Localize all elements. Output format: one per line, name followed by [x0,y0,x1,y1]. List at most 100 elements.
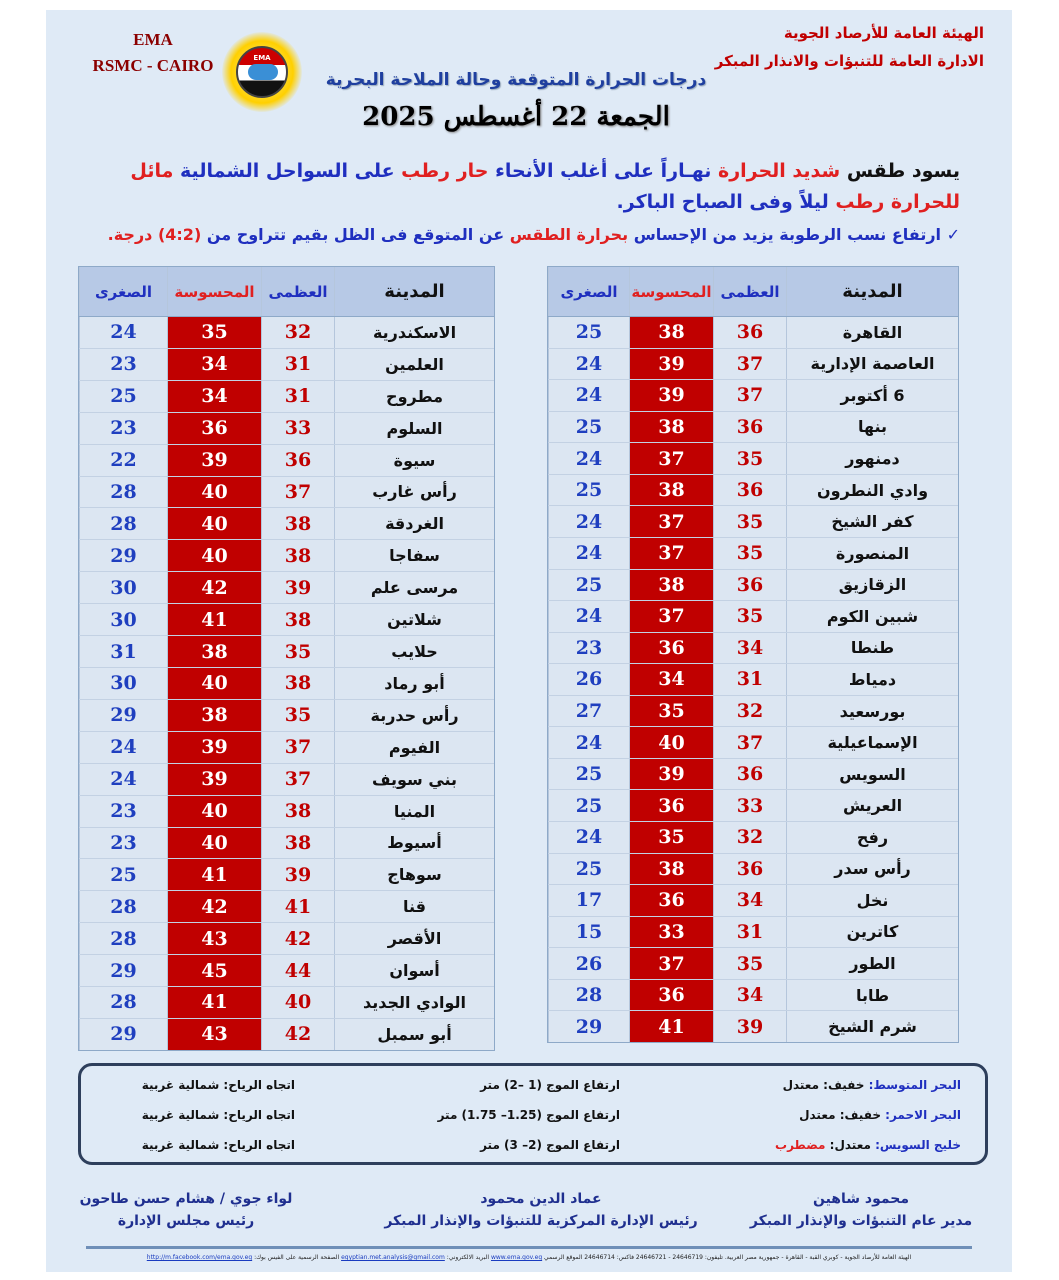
wind-direction: اتجاه الرياح: شمالية غربية [141,1138,295,1152]
email-link[interactable]: egyptian.met.analysis@gmail.com [341,1254,445,1261]
humidity-note: ✓ ارتفاع نسب الرطوبة يزيد من الإحساس بحر… [60,225,960,244]
column-header-city: المدينة [786,267,958,316]
feels-like-temp: 43 [167,923,261,955]
wave-height: ارتفاع الموج (1 –2) متر [480,1078,620,1092]
table-row: 29 38 35 رأس حدربة [79,699,494,732]
rsmc-label: RSMC - CAIRO [92,56,214,75]
min-temp: 25 [79,859,167,891]
city-name: السلوم [334,412,494,444]
table-row: 28 43 42 الأقصر [79,923,494,956]
ema-logo: EMA [222,32,302,112]
table-row: 25 36 33 العريش [548,790,958,822]
table-row: 24 39 37 العاصمة الإدارية [548,348,958,381]
text-segment: نهـاراً على أغلب الأنحاء [488,160,718,182]
table-row: 25 38 36 وادي النطرون [548,474,958,507]
min-temp: 30 [79,667,167,699]
feels-like-temp: 38 [629,853,713,885]
min-temp: 29 [79,540,167,572]
table-row: 25 41 39 سوهاج [79,859,494,892]
table-row: 24 39 37 بني سويف [79,763,494,796]
feels-like-temp: 36 [629,885,713,916]
feels-like-temp: 42 [167,891,261,923]
feels-like-temp: 33 [629,916,713,948]
feels-like-temp: 38 [629,569,713,601]
facebook-link[interactable]: http://m.facebook.com/ema.gov.eg [146,1254,253,1261]
city-name: قنا [334,891,494,923]
min-temp: 24 [548,537,629,569]
table-row: 25 38 36 بنها [548,411,958,444]
max-temp: 37 [261,763,334,795]
table-row: 29 41 39 شرم الشيخ [548,1011,958,1042]
city-name: طابا [786,979,958,1011]
min-temp: 24 [548,601,629,632]
temperature-table-left: الصغرى المحسوسة العظمى المدينة 24 35 32 الاسكند… [78,266,495,1051]
feels-like-temp: 36 [629,790,713,821]
max-temp: 32 [713,695,786,727]
min-temp: 25 [548,317,629,348]
feels-like-temp: 35 [629,695,713,727]
table-row: 28 36 34 طابا [548,979,958,1012]
table-row: 26 37 35 الطور [548,948,958,980]
cloud-icon [248,64,278,80]
city-name: العلمين [334,348,494,380]
text-segment: عن المتوقع فى الظل بقيم تتراوح من [201,225,510,244]
feels-like-temp: 35 [167,317,261,348]
max-temp: 35 [261,636,334,667]
forecast-page: الهيئة العامة للأرصاد الجوية الادارة الع… [46,10,1012,1272]
city-name: بورسعيد [786,695,958,727]
table-row: 23 40 38 المنيا [79,795,494,828]
min-temp: 28 [79,923,167,955]
feels-like-temp: 39 [167,763,261,795]
table-row: 23 34 31 العلمين [79,348,494,381]
wind-direction: اتجاه الرياح: شمالية غربية [141,1078,295,1092]
city-name: الغردقة [334,508,494,540]
page-title: درجات الحرارة المتوقعة وحالة الملاحة الب… [325,70,707,90]
min-temp: 26 [548,664,629,695]
feels-like-temp: 39 [629,380,713,411]
city-name: وادي النطرون [786,474,958,506]
city-name: دمياط [786,664,958,695]
max-temp: 37 [713,727,786,758]
min-temp: 24 [548,380,629,411]
sea-state-alert: مضطرب [775,1138,826,1152]
max-temp: 33 [261,412,334,444]
feels-like-temp: 40 [167,667,261,699]
min-temp: 23 [79,412,167,444]
column-header-feel: المحسوسة [629,267,713,316]
feels-like-temp: 40 [167,827,261,859]
signature-block: لواء جوي / هشام حسن طاحون رئيس مجلس الإدا… [66,1188,306,1232]
city-name: أسوان [334,955,494,987]
city-name: حلايب [334,636,494,667]
feels-like-temp: 41 [167,604,261,636]
max-temp: 36 [713,411,786,443]
table-row: 28 40 38 الغردقة [79,508,494,541]
min-temp: 28 [79,476,167,508]
column-header-feel: المحسوسة [167,267,261,316]
max-temp: 34 [713,885,786,916]
min-temp: 25 [548,853,629,885]
city-name: رأس سدر [786,853,958,885]
table-row: 28 41 40 الوادي الجديد [79,987,494,1019]
city-name: المنيا [334,795,494,827]
table-row: 23 36 34 طنطا [548,632,958,665]
feels-like-temp: 38 [629,474,713,506]
max-temp: 34 [713,632,786,664]
city-name: الطور [786,948,958,979]
min-temp: 17 [548,885,629,916]
footer-contact: الهيئة العامة للأرصاد الجوية - كوبري الق… [146,1254,912,1261]
footer-divider [86,1246,972,1249]
city-name: سيوة [334,444,494,476]
feels-like-temp: 34 [167,348,261,380]
city-name: السويس [786,758,958,790]
max-temp: 38 [261,508,334,540]
marine-row: البحر الاحمر: خفيف: معتدل ارتفاع الموج (1… [81,1108,985,1132]
table-row: 24 37 35 كفر الشيخ [548,506,958,538]
table-row: 24 37 35 شبين الكوم [548,601,958,633]
max-temp: 32 [261,317,334,348]
min-temp: 25 [548,790,629,821]
min-temp: 29 [548,1011,629,1042]
max-temp: 39 [261,859,334,891]
website-link[interactable]: www.ema.gov.eg [490,1254,543,1261]
table-row: 29 43 42 أبو سمبل [79,1018,494,1050]
max-temp: 36 [713,317,786,348]
